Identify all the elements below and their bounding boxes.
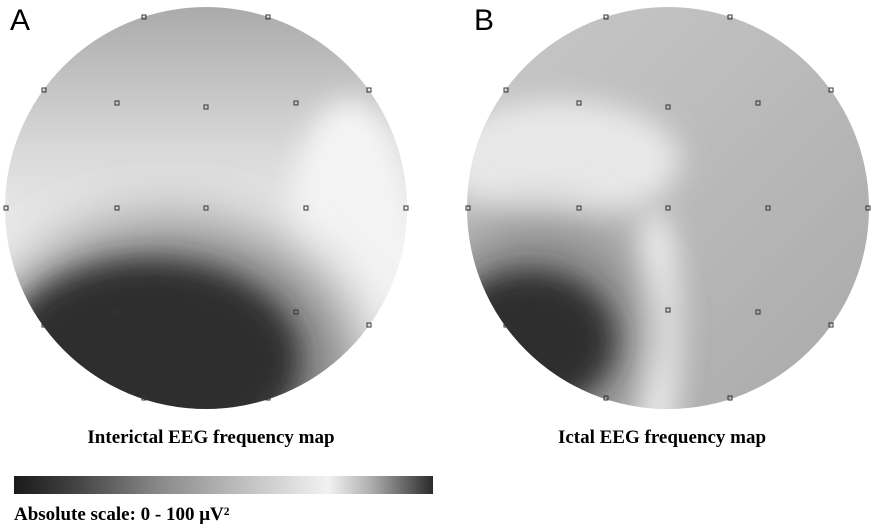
electrode xyxy=(828,87,834,93)
color-scale xyxy=(14,476,433,494)
electrode xyxy=(576,205,582,211)
electrode xyxy=(41,322,47,328)
electrode xyxy=(465,205,471,211)
map-b xyxy=(467,7,869,409)
panel-label: B xyxy=(474,4,494,37)
electrode xyxy=(114,100,120,106)
electrode xyxy=(865,205,871,211)
electrode xyxy=(366,87,372,93)
electrode xyxy=(41,87,47,93)
electrode xyxy=(265,395,271,401)
electrode xyxy=(293,309,299,315)
electrode xyxy=(665,205,671,211)
electrode xyxy=(141,14,147,20)
electrode xyxy=(114,309,120,315)
electrode xyxy=(828,322,834,328)
caption: Ictal EEG frequency map xyxy=(558,427,766,448)
electrode xyxy=(203,205,209,211)
electrode xyxy=(141,395,147,401)
electrode xyxy=(503,322,509,328)
electrode xyxy=(3,205,9,211)
electrode xyxy=(203,307,209,313)
electrode xyxy=(265,14,271,20)
electrode xyxy=(503,87,509,93)
electrode xyxy=(576,309,582,315)
electrode xyxy=(727,14,733,20)
electrode xyxy=(765,205,771,211)
electrode xyxy=(755,309,761,315)
electrode xyxy=(303,205,309,211)
electrode xyxy=(665,307,671,313)
electrode xyxy=(603,14,609,20)
electrode xyxy=(366,322,372,328)
map-a xyxy=(5,7,407,409)
scale-label: Absolute scale: 0 - 100 μV² xyxy=(14,504,230,525)
electrode xyxy=(203,104,209,110)
panel-label: A xyxy=(10,4,30,37)
electrode xyxy=(114,205,120,211)
electrode xyxy=(727,395,733,401)
electrode xyxy=(403,205,409,211)
electrode xyxy=(755,100,761,106)
electrode xyxy=(293,100,299,106)
electrode xyxy=(603,395,609,401)
electrode xyxy=(576,100,582,106)
caption: Interictal EEG frequency map xyxy=(87,427,334,448)
electrode xyxy=(665,104,671,110)
electrodes xyxy=(3,14,871,401)
